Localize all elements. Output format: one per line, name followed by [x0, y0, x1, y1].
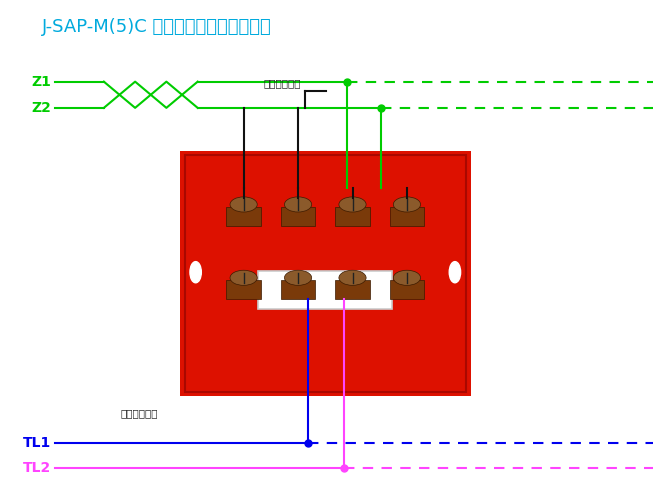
Bar — [226, 280, 261, 299]
Ellipse shape — [339, 197, 366, 212]
Bar — [335, 207, 370, 226]
Ellipse shape — [285, 270, 312, 285]
Ellipse shape — [393, 270, 421, 285]
Bar — [185, 155, 466, 392]
Bar — [281, 280, 316, 299]
Ellipse shape — [190, 262, 201, 283]
Text: 无源常开触点: 无源常开触点 — [264, 78, 302, 88]
Ellipse shape — [285, 197, 312, 212]
Bar — [335, 280, 370, 299]
Bar — [258, 271, 393, 309]
Text: TL2: TL2 — [23, 461, 52, 475]
Ellipse shape — [393, 197, 421, 212]
Text: J-SAP-M(5)C 手动报警按鈕（智能型）: J-SAP-M(5)C 手动报警按鈕（智能型） — [42, 18, 271, 36]
Bar — [281, 207, 316, 226]
Text: Z2: Z2 — [31, 101, 52, 115]
Text: 电话通讯插孔: 电话通讯插孔 — [121, 408, 158, 418]
Bar — [389, 207, 424, 226]
Ellipse shape — [339, 270, 366, 285]
Bar — [180, 151, 471, 396]
Text: TL1: TL1 — [23, 435, 52, 450]
Ellipse shape — [230, 270, 257, 285]
Bar — [389, 280, 424, 299]
Bar — [226, 207, 261, 226]
Text: Z1: Z1 — [31, 75, 52, 89]
Ellipse shape — [230, 197, 257, 212]
Ellipse shape — [449, 262, 461, 283]
